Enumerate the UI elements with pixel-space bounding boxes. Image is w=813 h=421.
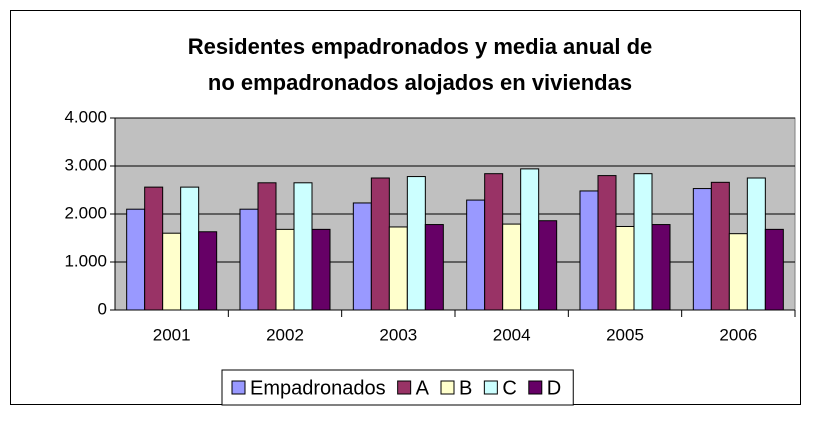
bar <box>651 224 671 311</box>
bar <box>293 182 313 311</box>
bar <box>370 177 390 311</box>
legend-label: D <box>547 377 561 399</box>
bar <box>162 232 182 311</box>
legend-label: C <box>502 377 516 399</box>
bar <box>633 173 653 311</box>
x-tick-label: 2003 <box>379 325 417 344</box>
y-tick-label: 3.000 <box>64 155 107 174</box>
bar <box>520 168 540 311</box>
bar <box>198 231 218 311</box>
legend-swatch <box>440 380 455 395</box>
bar <box>180 186 200 311</box>
bar <box>275 228 295 311</box>
legend-label: A <box>416 377 430 399</box>
x-tick-label: 2004 <box>493 325 531 344</box>
bar <box>579 190 599 311</box>
bar <box>538 220 558 311</box>
bar <box>126 208 146 311</box>
x-tick-label: 2001 <box>153 325 191 344</box>
legend-swatch <box>397 380 412 395</box>
bar <box>144 186 164 311</box>
bar <box>615 225 635 311</box>
chart-title: Residentes empadronados y media anual de <box>188 34 653 59</box>
x-tick-label: 2005 <box>606 325 644 344</box>
bar <box>466 199 486 311</box>
legend-label: Empadronados <box>250 377 386 399</box>
bar <box>502 223 522 311</box>
bar <box>424 224 444 311</box>
bar <box>484 173 504 311</box>
y-tick-label: 2.000 <box>64 203 107 222</box>
bar <box>388 226 408 311</box>
legend-label: B <box>459 377 472 399</box>
bar <box>764 228 784 311</box>
bar <box>597 175 617 311</box>
bar <box>692 188 712 311</box>
bar <box>406 176 426 311</box>
bar <box>746 177 766 311</box>
x-tick-label: 2002 <box>266 325 304 344</box>
chart-title: no empadronados alojados en viviendas <box>208 70 632 95</box>
y-tick-label: 4.000 <box>64 107 107 126</box>
legend-swatch <box>528 380 543 395</box>
bar <box>311 228 331 311</box>
legend-swatch <box>483 380 498 395</box>
y-tick-label: 1.000 <box>64 251 107 270</box>
bar <box>728 233 748 311</box>
x-tick-label: 2006 <box>719 325 757 344</box>
bar <box>239 208 259 311</box>
bar <box>710 181 730 311</box>
y-tick-label: 0 <box>98 299 107 318</box>
bar <box>257 182 277 311</box>
legend-swatch <box>231 380 246 395</box>
bar <box>352 202 372 311</box>
